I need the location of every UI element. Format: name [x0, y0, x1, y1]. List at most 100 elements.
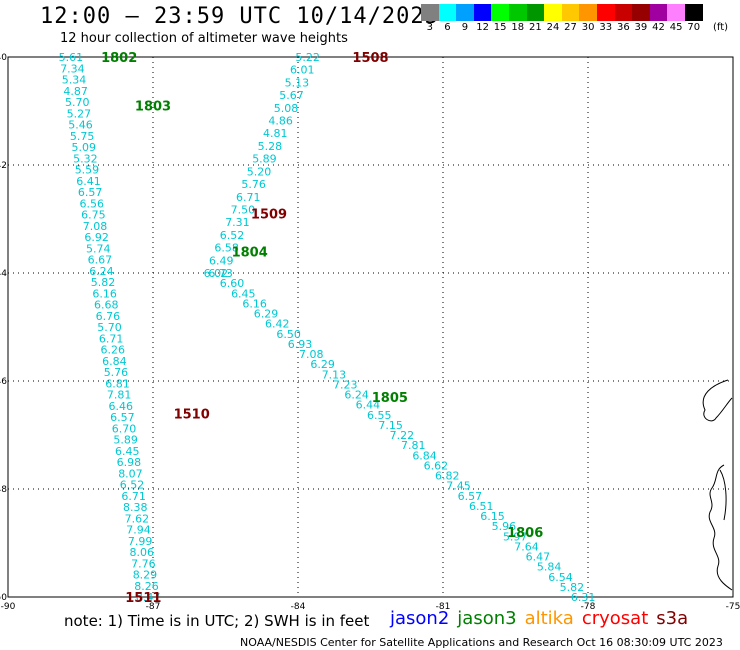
swh-value: 7.76	[131, 557, 156, 570]
swh-value: 6.01	[290, 64, 315, 77]
swh-value: 6.75	[81, 209, 106, 222]
swh-value: 7.22	[390, 429, 415, 442]
color-scale-label: 21	[528, 22, 542, 33]
color-scale-swatch	[596, 4, 615, 21]
swh-value: 6.57	[110, 411, 135, 424]
color-scale-label: 15	[493, 22, 507, 33]
color-scale-swatch	[456, 4, 474, 21]
swh-value: 6.02	[204, 267, 229, 280]
swh-value: 5.89	[113, 434, 138, 447]
swh-value: 6.57	[458, 490, 483, 503]
swh-value: 6.73	[208, 267, 233, 280]
swh-value: 5.82	[91, 276, 116, 289]
pass-label: 1511	[125, 591, 161, 606]
swh-value: 6.41	[76, 175, 101, 188]
swh-value: 5.09	[71, 141, 96, 154]
swh-value: 6.93	[288, 338, 313, 351]
swh-value: 6.51	[469, 500, 494, 513]
swh-value: 5.20	[247, 165, 272, 178]
color-scale-label: 24	[546, 22, 560, 33]
swh-value: 6.92	[84, 231, 109, 244]
color-scale-swatch	[544, 4, 562, 21]
color-scale-label: 70	[687, 22, 701, 33]
color-scale-swatch	[491, 4, 509, 21]
swh-value: 4.86	[268, 115, 293, 128]
swh-value: 5.76	[241, 178, 266, 191]
swh-value: 7.81	[401, 439, 426, 452]
swh-value: 5.89	[252, 153, 277, 166]
color-scale-label: 45	[669, 22, 683, 33]
satellite-legend: jason2 jason3 altika cryosat s3a	[390, 608, 688, 629]
color-scale-label: 39	[634, 22, 648, 33]
satellite-jason3: jason3	[457, 608, 517, 629]
pass-label: 1508	[352, 51, 388, 66]
color-scale-labels: 3 6 9 12 15 18 21 24 27 30 33 36 39 42 45 70	[421, 22, 703, 33]
swh-value: 6.84	[102, 355, 127, 368]
swh-value: 5.97	[503, 530, 528, 543]
color-scale-swatch	[614, 4, 633, 21]
lat-tick-label: -48	[0, 485, 7, 495]
swh-value: 6.55	[367, 409, 392, 422]
color-scale-label: 3	[426, 22, 433, 33]
satellite-cryosat: cryosat	[581, 608, 649, 629]
color-scale-bar	[421, 4, 703, 21]
lat-tick-label: -40	[0, 53, 7, 63]
swh-value: 6.84	[412, 449, 437, 462]
swh-value: 7.08	[299, 348, 324, 361]
pass-label: 1510	[174, 407, 210, 422]
swh-value: 6.16	[92, 287, 117, 300]
swh-value: 5.70	[65, 96, 90, 109]
swh-value: 6.81	[105, 377, 130, 390]
color-scale-label: 27	[564, 22, 577, 33]
swh-value: 5.74	[86, 242, 111, 255]
swh-value: 6.76	[96, 310, 121, 323]
lon-tick-label: -90	[1, 602, 16, 612]
lon-tick-label: -81	[436, 602, 451, 612]
lat-tick-label: -50	[0, 593, 7, 603]
swh-value: 6.57	[78, 186, 103, 199]
color-scale-swatch	[632, 4, 650, 21]
swh-value: 4.81	[263, 127, 288, 140]
swh-value: 6.45	[231, 287, 256, 300]
swh-value: 6.29	[310, 358, 335, 371]
swh-value: 5.46	[68, 119, 93, 132]
satellite-s3a: s3a	[656, 608, 689, 629]
swh-value: 5.22	[295, 51, 320, 64]
swh-value: 6.71	[236, 191, 261, 204]
swh-value: 7.31	[225, 216, 250, 229]
swh-value: 6.15	[480, 510, 505, 523]
satellite-altika: altika	[524, 608, 574, 629]
color-scale-label: 33	[599, 22, 613, 33]
lon-tick-label: -75	[726, 602, 740, 612]
swh-value: 5.82	[560, 581, 585, 594]
swh-value: 5.34	[62, 74, 87, 87]
swh-value: 6.62	[424, 459, 449, 472]
swh-value: 5.70	[97, 321, 122, 334]
color-scale-swatch	[508, 4, 527, 21]
lat-tick-label: -46	[0, 377, 7, 387]
lon-tick-label: -84	[291, 602, 306, 612]
swh-value: 5.32	[73, 152, 98, 165]
swh-value: 7.94	[126, 524, 151, 537]
satellite-jason2: jason2	[390, 608, 450, 629]
swh-value: 6.46	[109, 400, 134, 413]
swh-value: 6.82	[435, 470, 460, 483]
color-scale-label: 30	[581, 22, 595, 33]
footer-note: note: 1) Time is in UTC; 2) SWH is in fe…	[64, 612, 370, 630]
swh-value: 5.96	[492, 520, 517, 533]
color-scale-swatch	[667, 4, 685, 21]
lon-tick-label: -78	[581, 602, 596, 612]
swh-value: 8.29	[133, 569, 158, 582]
pass-label: 1509	[251, 208, 287, 223]
color-scale-swatch	[438, 4, 457, 21]
swh-value: 6.49	[209, 254, 234, 267]
lat-tick-label: -44	[0, 269, 7, 279]
color-scale-swatch	[649, 4, 668, 21]
swh-value: 6.58	[214, 242, 239, 255]
pass-label: 1806	[507, 526, 543, 541]
swh-value: 6.31	[571, 591, 596, 604]
swh-value: 6.24	[344, 389, 369, 402]
swh-value: 5.08	[274, 102, 299, 115]
swh-value: 6.67	[88, 254, 113, 267]
